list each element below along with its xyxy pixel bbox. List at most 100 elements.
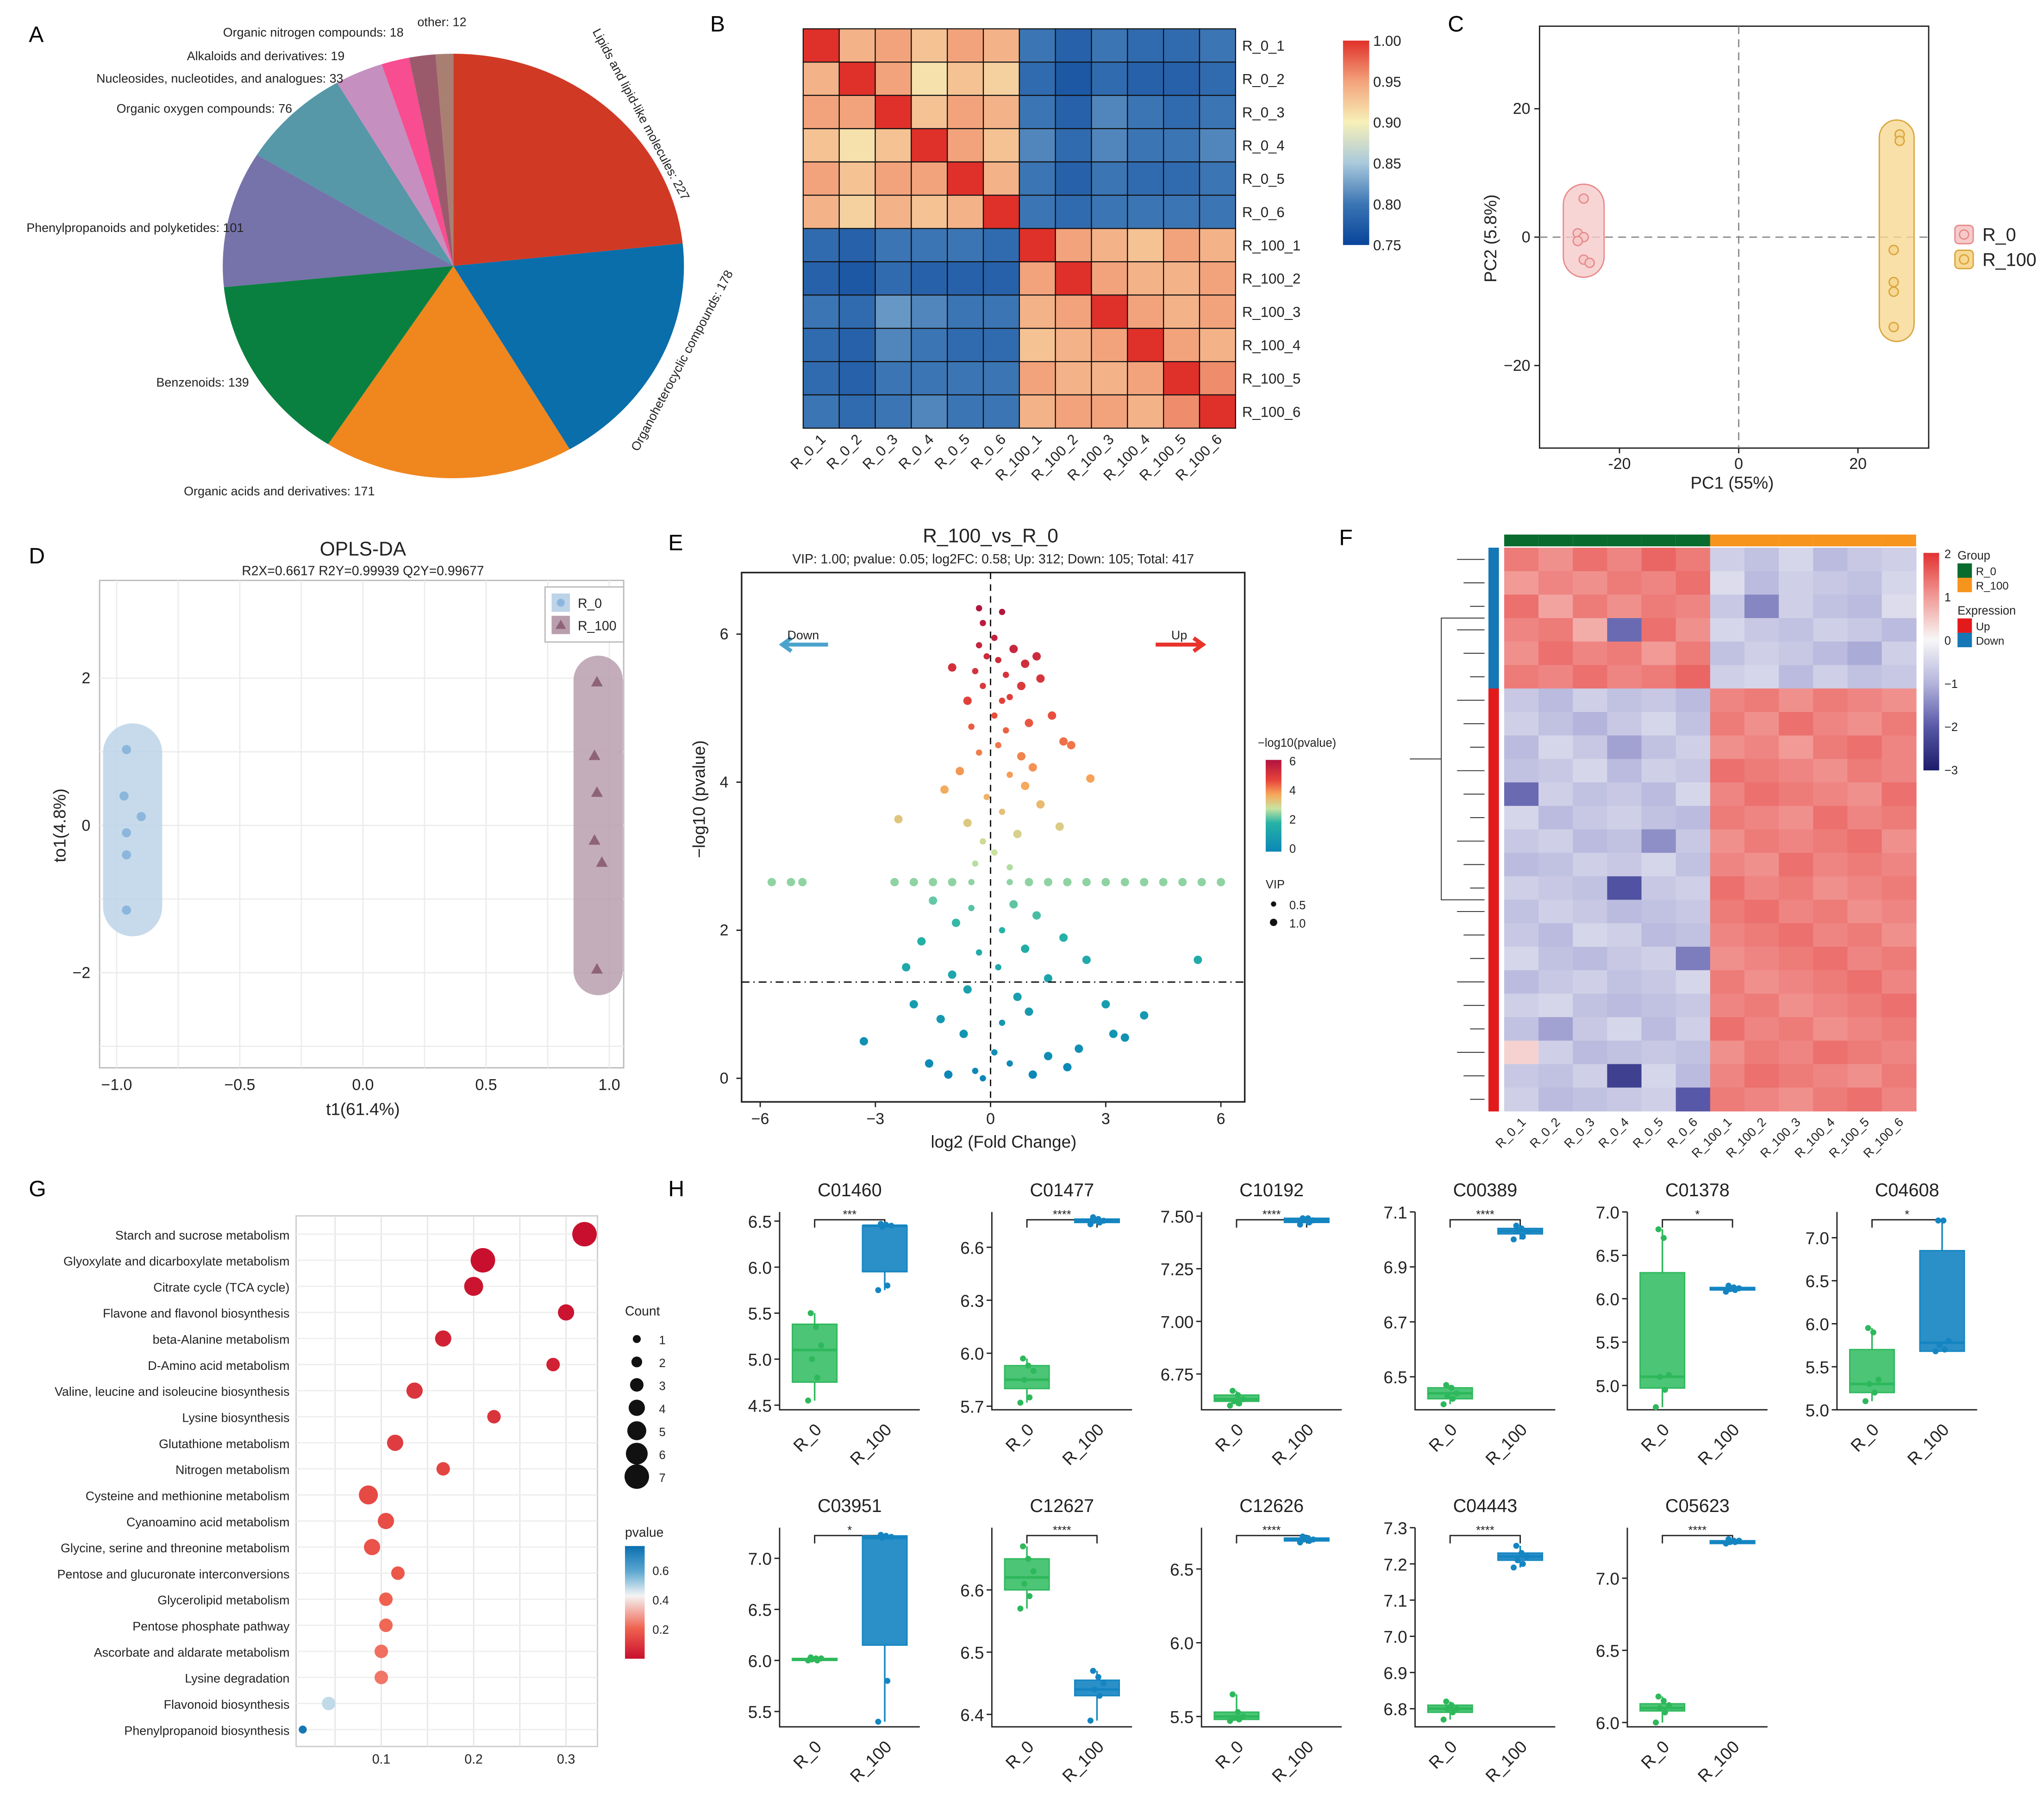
heatmap-cell: [1019, 128, 1056, 162]
column-group-bar: [1675, 534, 1710, 547]
heatmap-cell: [838, 228, 876, 262]
x-axis-label: PC1 (55%): [1690, 474, 1774, 493]
boxplot-title: C01460: [818, 1180, 882, 1200]
boxplot-title: C04443: [1453, 1496, 1518, 1516]
heatmap-cell: [1091, 328, 1128, 362]
panel-label-b: B: [710, 12, 725, 37]
heatmap-cell: [1710, 1064, 1745, 1088]
y-axis-label: to1(4.8%): [50, 788, 69, 862]
size-legend-dot: [628, 1399, 645, 1416]
metabolite-point: [859, 1037, 868, 1046]
heatmap-cell: [1163, 28, 1200, 63]
heatmap-cell: [982, 128, 1020, 162]
metabolite-point: [999, 697, 1006, 704]
metabolite-point: [1006, 771, 1013, 778]
heatmap-cell: [1847, 923, 1882, 947]
pathway-label: Lysine biosynthesis: [182, 1411, 289, 1425]
heatmap-cell: [1127, 94, 1164, 130]
row-group-bar: [1488, 688, 1499, 712]
heatmap-cell: [1538, 1040, 1574, 1065]
heatmap-cell: [947, 228, 984, 262]
y-tick-label: 20: [1513, 100, 1531, 118]
heatmap-cell: [838, 62, 876, 96]
y-tick-label: 5.7: [960, 1398, 984, 1417]
y-tick-label: 5.5: [1170, 1708, 1194, 1727]
heatmap-cell: [1573, 712, 1608, 736]
heatmap-cell: [1779, 735, 1814, 760]
heatmap-cell: [1744, 1017, 1780, 1041]
sample-point: [818, 1342, 825, 1349]
y-tick-label: 5.5: [748, 1305, 772, 1324]
heatmap-cell: [1055, 394, 1092, 429]
heatmap-cell: [1710, 1087, 1745, 1112]
colorbar-tick: 2: [1289, 813, 1296, 826]
heatmap-cell: [1847, 970, 1882, 994]
colorbar-tick: 0: [1944, 634, 1951, 647]
metabolite-point: [995, 964, 1001, 971]
heatmap-cell: [1847, 688, 1882, 712]
y-tick-label: 7.00: [1161, 1312, 1194, 1331]
metabolite-point: [975, 605, 982, 612]
significance-bracket: [1026, 1535, 1098, 1543]
heatmap-cell: [1641, 1040, 1676, 1065]
heatmap-cell: [1813, 759, 1848, 783]
heatmap-cell: [1744, 665, 1780, 689]
heatmap-cell: [1881, 900, 1917, 924]
heatmap-cell: [1779, 641, 1814, 666]
pathway-dot: [379, 1592, 393, 1606]
heatmap-cell: [1504, 641, 1539, 666]
sample-point: [1655, 1693, 1662, 1700]
pathway-dot: [406, 1382, 423, 1399]
heatmap-cell: [1504, 853, 1539, 877]
sample-point: [1236, 1400, 1243, 1407]
y-axis-label: PC2 (5.8%): [1481, 194, 1500, 282]
metabolite-point: [1028, 763, 1037, 772]
x-tick-label: −6: [751, 1110, 769, 1128]
heatmap-cell: [1881, 1017, 1917, 1041]
heatmap-cell: [1847, 571, 1882, 595]
heatmap-cell: [1199, 361, 1236, 396]
metabolite-point: [1025, 878, 1033, 887]
sample-point: [1091, 1686, 1098, 1693]
significance-bracket: [1662, 1219, 1733, 1228]
metabolite-point: [1013, 830, 1022, 838]
heatmap-cell: [1881, 547, 1917, 572]
heatmap-cell: [1504, 946, 1539, 971]
row-label: R_100_1: [1242, 237, 1300, 254]
sample-point: [1518, 1550, 1525, 1556]
y-tick-label: 6.8: [1383, 1700, 1407, 1719]
metabolite-point: [999, 808, 1006, 815]
sample-point: [875, 1287, 881, 1293]
heatmap-cell: [1607, 688, 1642, 712]
metabolite-point: [1178, 878, 1187, 887]
heatmap-cell: [1573, 665, 1608, 689]
heatmap-cell: [875, 28, 912, 63]
heatmap-cell: [1607, 829, 1642, 854]
metabolite-point: [980, 682, 986, 689]
sample-point: [1450, 1395, 1456, 1402]
metabolite-point: [948, 663, 956, 672]
heatmap-cell: [1019, 294, 1056, 329]
y-tick-label: 5.5: [1806, 1358, 1829, 1377]
heatmap-cell: [1675, 688, 1711, 712]
heatmap-cell: [1813, 594, 1848, 618]
heatmap-cell: [1538, 1064, 1574, 1088]
heatmap-cell: [1813, 829, 1848, 854]
heatmap-cell: [1163, 361, 1200, 396]
sample-point: [1661, 1235, 1667, 1241]
sample-point: [1021, 1376, 1027, 1383]
y-tick-label: 7.25: [1161, 1260, 1194, 1279]
sample-point: [1100, 1680, 1107, 1687]
sample-point: [1440, 1716, 1447, 1723]
heatmap-cell: [1573, 853, 1608, 877]
sample-point: [1731, 1537, 1737, 1544]
heatmap-cell: [875, 328, 912, 362]
colorbar: [1265, 760, 1281, 852]
boxplot-title: C10192: [1239, 1180, 1304, 1200]
significance-label: ****: [1053, 1208, 1071, 1221]
metabolite-point: [1036, 674, 1045, 683]
heatmap-cell: [1091, 228, 1128, 262]
y-tick-label: 2: [81, 669, 90, 687]
heatmap-cell: [1881, 594, 1917, 618]
heatmap-cell: [1538, 829, 1574, 854]
